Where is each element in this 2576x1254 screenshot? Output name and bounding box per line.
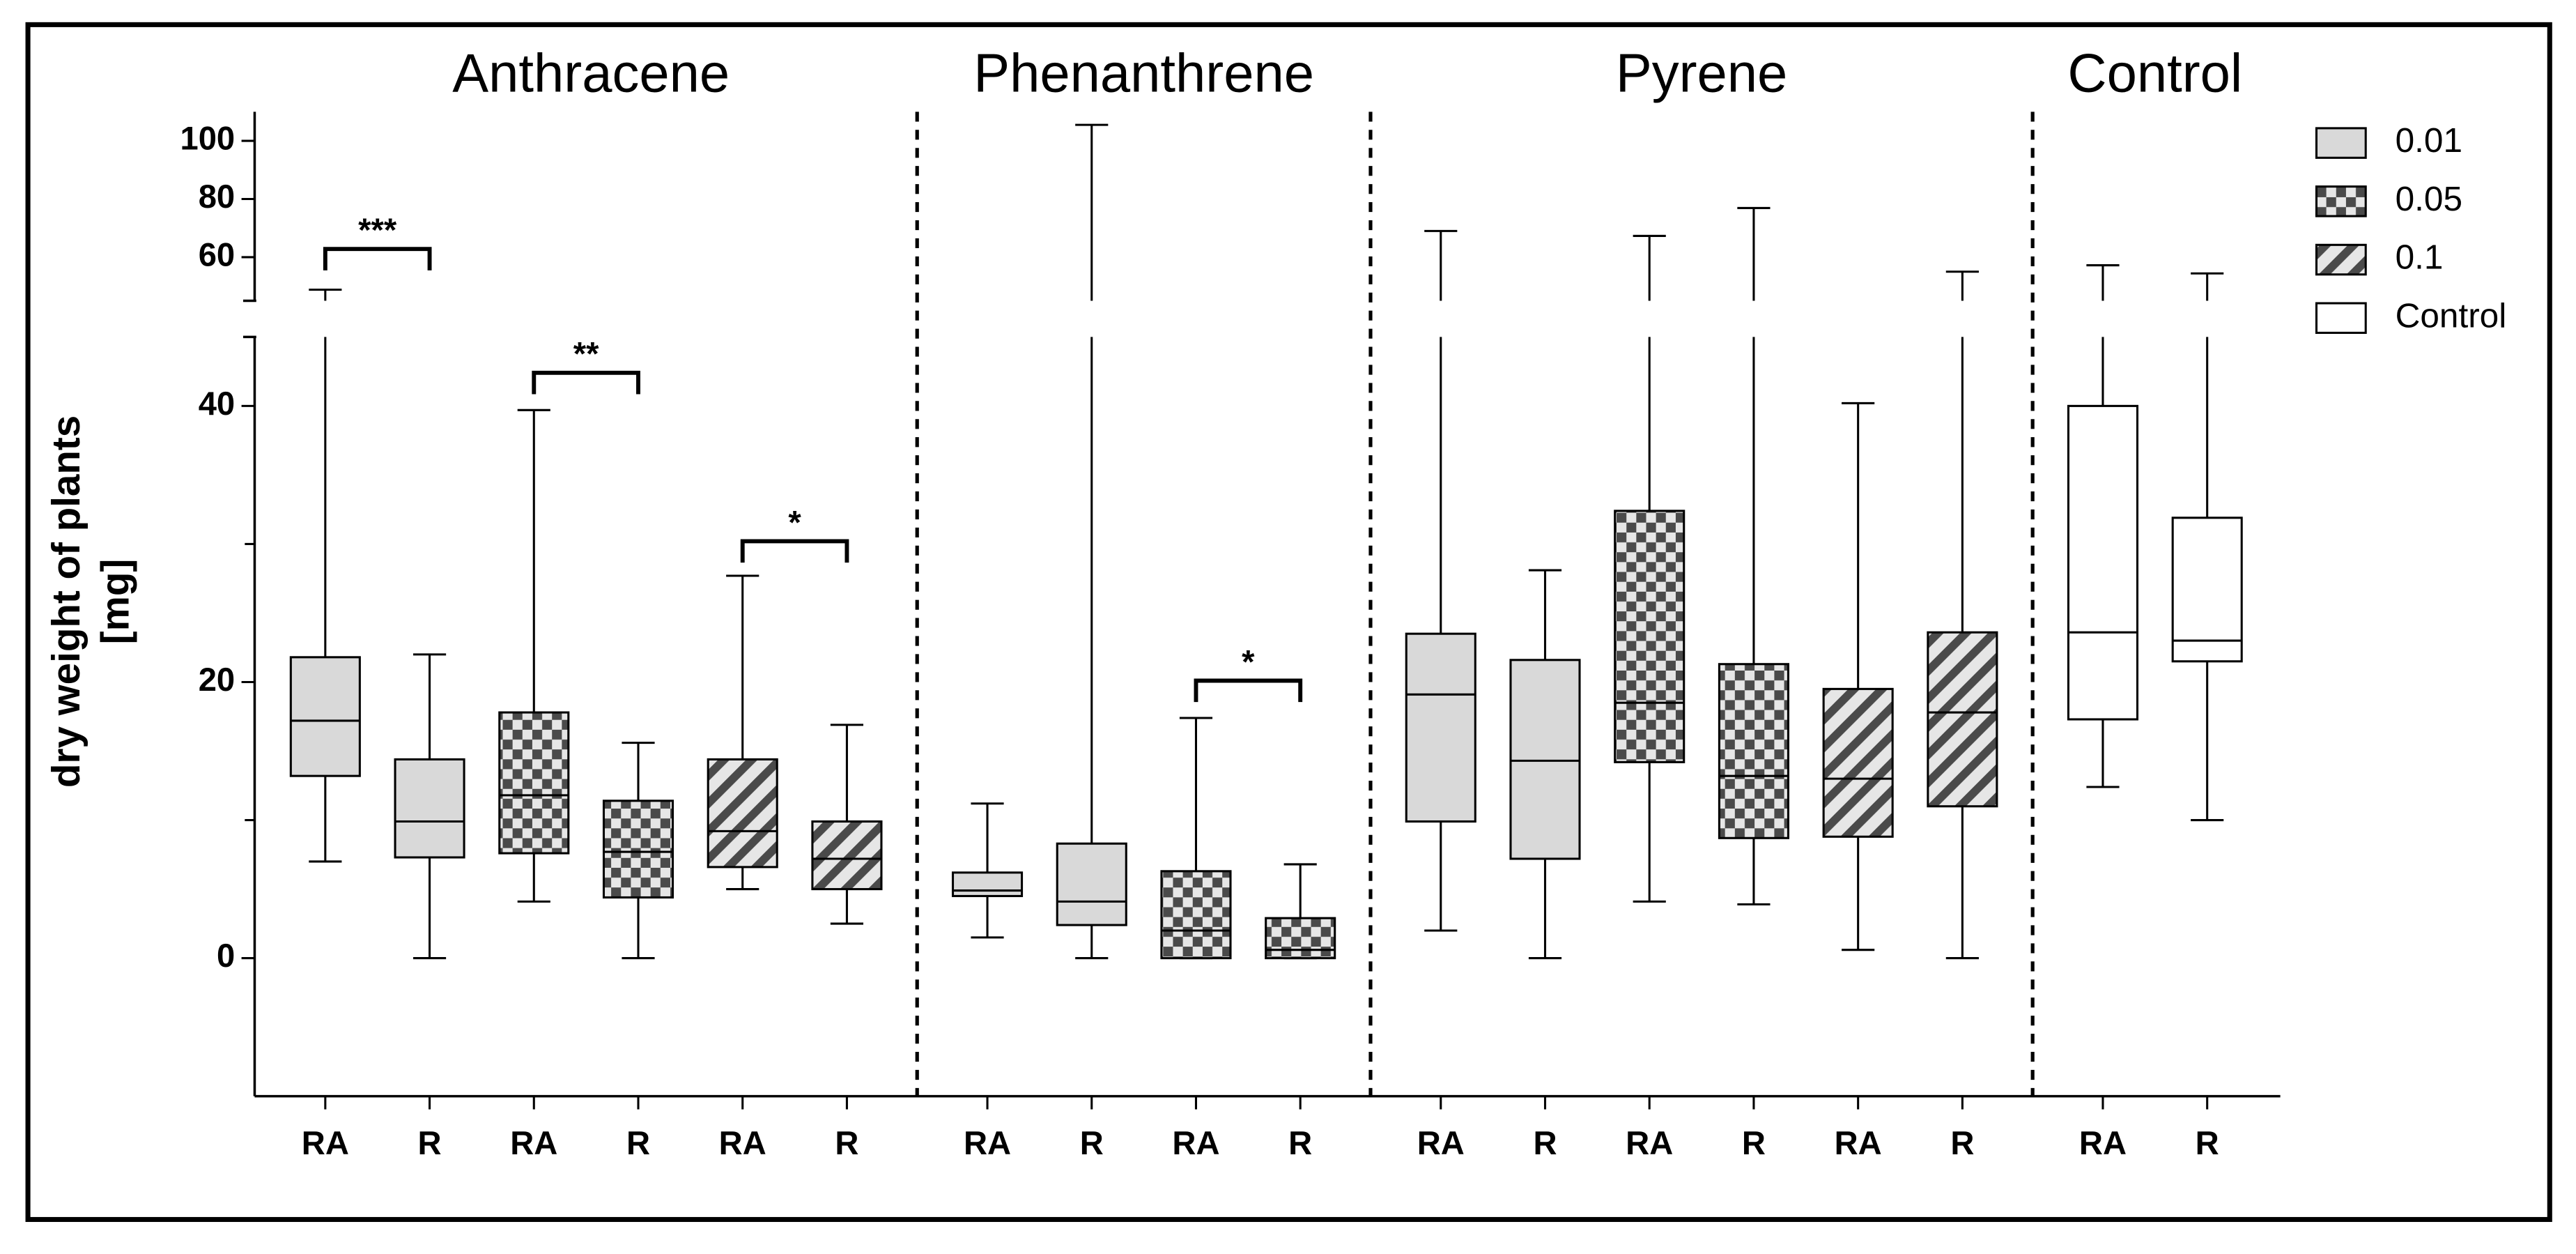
box bbox=[951, 871, 1024, 898]
x-tick-label: RA bbox=[1172, 1124, 1219, 1161]
box bbox=[1822, 687, 1894, 838]
x-tick-label: R bbox=[1533, 1124, 1557, 1161]
significance-label: * bbox=[1242, 643, 1255, 680]
x-tick-label: RA bbox=[1417, 1124, 1465, 1161]
legend-label: 0.05 bbox=[2396, 180, 2462, 218]
box bbox=[1265, 917, 1336, 960]
x-tick-label: R bbox=[1742, 1124, 1766, 1161]
y-tick-label: 80 bbox=[199, 178, 235, 215]
box bbox=[1056, 842, 1127, 926]
box bbox=[1160, 870, 1232, 960]
x-tick-label: R bbox=[418, 1124, 442, 1161]
box bbox=[811, 820, 883, 891]
significance-bracket bbox=[532, 370, 640, 395]
legend-label: Control bbox=[2396, 296, 2507, 335]
box bbox=[1405, 632, 1476, 823]
x-tick-label: RA bbox=[1835, 1124, 1882, 1161]
x-tick-label: RA bbox=[964, 1124, 1011, 1161]
legend-swatch bbox=[2315, 185, 2367, 217]
legend-swatch bbox=[2315, 127, 2367, 159]
box bbox=[707, 758, 778, 869]
y-tick-label: 20 bbox=[199, 661, 235, 698]
group-title: Pyrene bbox=[1616, 43, 1787, 103]
box bbox=[498, 711, 570, 855]
y-tick-label: 0 bbox=[217, 937, 235, 974]
legend-label: 0.1 bbox=[2396, 238, 2444, 277]
x-tick-label: R bbox=[1080, 1124, 1104, 1161]
y-tick-label: 60 bbox=[199, 236, 235, 273]
x-tick-label: RA bbox=[510, 1124, 557, 1161]
box bbox=[394, 758, 465, 859]
y-axis-label: [mg] bbox=[93, 559, 137, 645]
box bbox=[1927, 631, 1998, 808]
y-tick-label: 100 bbox=[180, 120, 236, 157]
legend-label: 0.01 bbox=[2396, 121, 2462, 160]
group-title: Control bbox=[2067, 43, 2242, 103]
significance-label: * bbox=[788, 503, 801, 540]
x-tick-label: R bbox=[1950, 1124, 1974, 1161]
x-tick-label: RA bbox=[2079, 1124, 2127, 1161]
box bbox=[2067, 404, 2139, 721]
y-axis-label: dry weight of plants bbox=[44, 415, 88, 788]
x-tick-label: RA bbox=[302, 1124, 349, 1161]
significance-label: *** bbox=[358, 211, 397, 248]
significance-label: ** bbox=[573, 335, 599, 372]
x-tick-label: R bbox=[1288, 1124, 1312, 1161]
box bbox=[1614, 510, 1686, 763]
box bbox=[602, 800, 674, 899]
legend-swatch bbox=[2315, 243, 2367, 276]
significance-bracket bbox=[323, 247, 432, 270]
box bbox=[2171, 517, 2243, 663]
significance-bracket bbox=[740, 539, 849, 563]
significance-bracket bbox=[1194, 678, 1303, 703]
box bbox=[1718, 663, 1789, 839]
x-tick-label: R bbox=[2196, 1124, 2219, 1161]
group-title: Phenanthrene bbox=[973, 43, 1314, 103]
x-tick-label: RA bbox=[719, 1124, 766, 1161]
x-tick-label: R bbox=[626, 1124, 650, 1161]
x-tick-label: RA bbox=[1626, 1124, 1673, 1161]
box bbox=[1509, 659, 1581, 860]
x-tick-label: R bbox=[835, 1124, 858, 1161]
group-title: Anthracene bbox=[452, 43, 730, 103]
legend-swatch bbox=[2315, 302, 2367, 334]
frame bbox=[25, 22, 2552, 1223]
y-tick-label: 40 bbox=[199, 385, 235, 422]
box bbox=[289, 656, 361, 777]
